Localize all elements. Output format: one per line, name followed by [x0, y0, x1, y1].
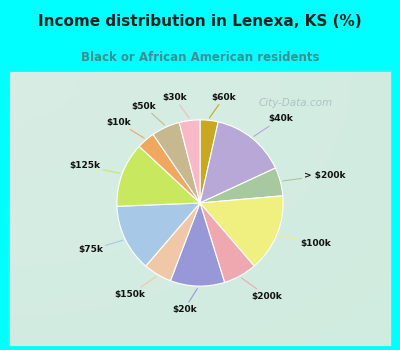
Wedge shape — [200, 168, 283, 203]
Wedge shape — [200, 196, 283, 266]
Text: Income distribution in Lenexa, KS (%): Income distribution in Lenexa, KS (%) — [38, 14, 362, 28]
Wedge shape — [179, 120, 200, 203]
Text: $50k: $50k — [131, 102, 165, 125]
Text: Black or African American residents: Black or African American residents — [81, 51, 319, 64]
Wedge shape — [117, 146, 200, 206]
Text: $125k: $125k — [69, 161, 120, 173]
Text: City-Data.com: City-Data.com — [259, 98, 333, 108]
Text: $200k: $200k — [242, 278, 282, 301]
Text: $20k: $20k — [172, 289, 197, 314]
Text: $10k: $10k — [106, 118, 144, 138]
Wedge shape — [200, 122, 276, 203]
Text: $60k: $60k — [210, 93, 236, 118]
Wedge shape — [200, 203, 254, 282]
Wedge shape — [200, 120, 218, 203]
Text: $75k: $75k — [78, 240, 123, 254]
Text: $40k: $40k — [254, 114, 293, 136]
Wedge shape — [170, 203, 224, 286]
FancyBboxPatch shape — [8, 70, 392, 346]
Wedge shape — [117, 203, 200, 266]
Wedge shape — [139, 134, 200, 203]
Text: $150k: $150k — [115, 276, 156, 299]
Wedge shape — [153, 122, 200, 203]
Text: > $200k: > $200k — [283, 171, 346, 181]
Wedge shape — [146, 203, 200, 281]
Text: $30k: $30k — [162, 93, 189, 118]
Text: $100k: $100k — [279, 235, 331, 248]
